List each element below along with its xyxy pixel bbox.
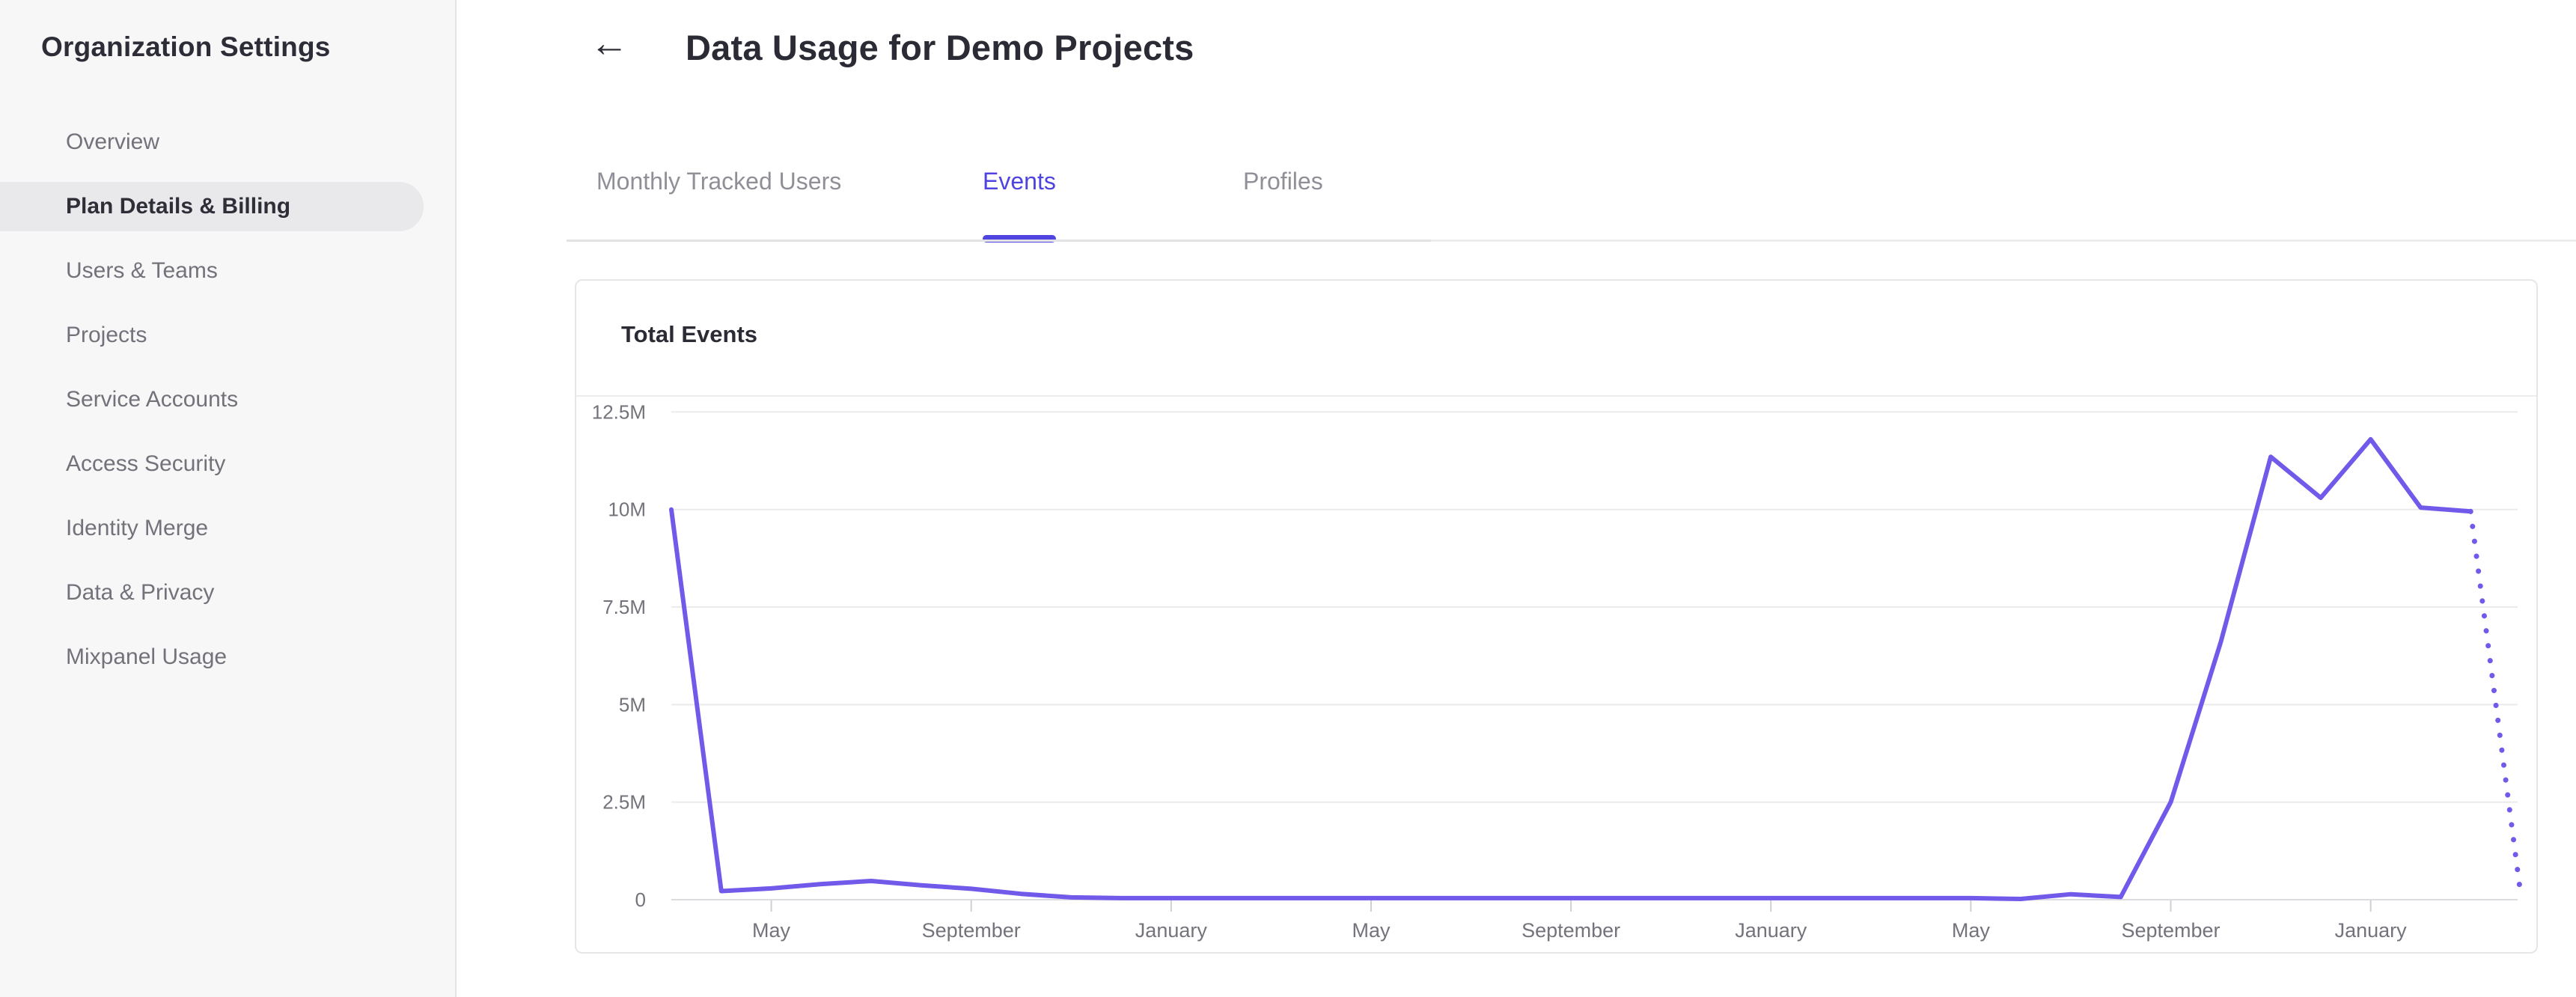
total-events-line-chart[interactable]: 12.5M 10M 7.5M 5M 2.5M 0 May September January Ma… xyxy=(576,397,2536,952)
sidebar: Organization Settings Overview Plan Detai… xyxy=(0,0,457,997)
x-axis-label: May xyxy=(1352,919,1391,942)
sidebar-nav: Overview Plan Details & Billing Users & Te… xyxy=(0,118,455,697)
tab-profiles[interactable]: Profiles xyxy=(1243,168,1323,195)
y-axis-label: 2.5M xyxy=(602,791,646,814)
sidebar-item-projects[interactable]: Projects xyxy=(66,323,147,347)
y-axis-label: 0 xyxy=(635,888,646,911)
x-axis-label: January xyxy=(2335,919,2408,942)
events-line-solid xyxy=(669,436,2473,901)
sidebar-item-access-security[interactable]: Access Security xyxy=(66,451,226,476)
x-axis-label: September xyxy=(1522,919,1620,942)
usage-chart-card: Total Events 12.5M 10M 7.5M 5M 2.5M 0 May Septe… xyxy=(575,279,2538,954)
content-divider xyxy=(1431,240,2576,242)
events-line-projected-dotted xyxy=(2467,508,2524,897)
sidebar-item-plan-details-billing[interactable]: Plan Details & Billing xyxy=(0,182,424,231)
back-arrow-icon[interactable]: ← xyxy=(590,22,629,65)
page-title: Data Usage for Demo Projects xyxy=(686,28,1194,67)
sidebar-item-users-teams[interactable]: Users & Teams xyxy=(66,258,218,283)
sidebar-item-mixpanel-usage[interactable]: Mixpanel Usage xyxy=(66,644,228,669)
card-header-divider xyxy=(576,395,2536,397)
sidebar-item-identity-merge[interactable]: Identity Merge xyxy=(66,516,209,540)
x-axis-label: January xyxy=(1735,919,1807,942)
y-axis-label: 5M xyxy=(619,693,646,716)
tab-bar-border xyxy=(567,240,1431,242)
y-axis-label: 12.5M xyxy=(592,400,646,423)
sidebar-item-overview[interactable]: Overview xyxy=(66,129,160,154)
chart-title: Total Events xyxy=(621,321,758,347)
sidebar-item-data-privacy[interactable]: Data & Privacy xyxy=(66,580,215,605)
sidebar-title: Organization Settings xyxy=(41,31,331,62)
y-axis-label: 10M xyxy=(608,498,646,521)
x-axis-label: May xyxy=(752,919,791,942)
tab-events[interactable]: Events xyxy=(983,168,1056,243)
x-axis-label: May xyxy=(1952,919,1991,942)
y-axis-label: 7.5M xyxy=(602,596,646,618)
x-axis-label: January xyxy=(1135,919,1208,942)
x-axis-label: September xyxy=(922,919,1021,942)
x-axis-label: September xyxy=(2121,919,2220,942)
sidebar-item-service-accounts[interactable]: Service Accounts xyxy=(66,387,239,412)
tab-monthly-tracked-users[interactable]: Monthly Tracked Users xyxy=(596,168,842,195)
